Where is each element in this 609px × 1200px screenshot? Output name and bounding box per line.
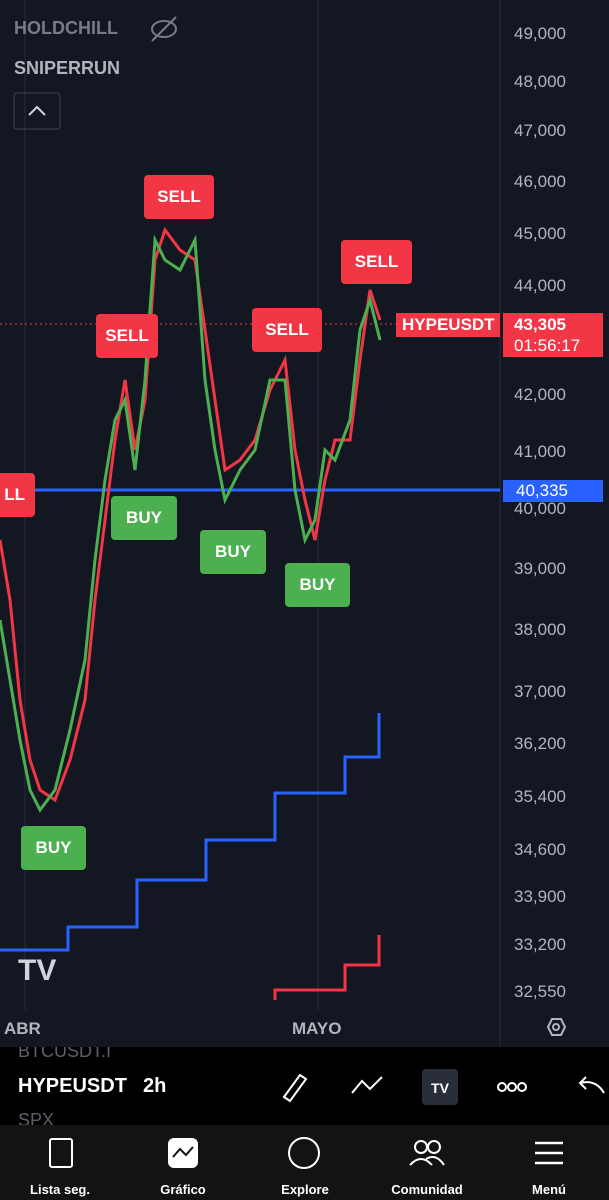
watchlist-icon[interactable] — [49, 1138, 73, 1168]
community-icon[interactable] — [409, 1140, 445, 1166]
signal-label: SELL — [341, 240, 412, 284]
line-tag-bg — [503, 480, 603, 502]
symbol-button[interactable]: HYPEUSDT — [18, 1075, 127, 1097]
indicator-line — [0, 234, 382, 813]
indicators-icon[interactable] — [351, 1076, 383, 1094]
price-label: 46,000 — [514, 172, 566, 191]
bottom-nav — [0, 1125, 609, 1200]
price-label: 34,600 — [514, 840, 566, 859]
logo: TV — [18, 954, 56, 987]
signal-label: SELL — [96, 314, 158, 358]
nav-label[interactable]: Comunidad — [391, 1182, 463, 1197]
indicator-name: SNIPERRUN — [14, 58, 121, 78]
price-label: 47,000 — [514, 121, 566, 140]
nav-icons — [49, 1137, 563, 1169]
step-line — [273, 935, 381, 1000]
eye-off-icon[interactable] — [151, 16, 177, 42]
explore-icon[interactable] — [288, 1137, 320, 1169]
signal-label: BUY — [285, 563, 350, 607]
nav-label[interactable]: Menú — [532, 1182, 566, 1197]
chart-canvas: TV — [0, 0, 603, 1047]
chevron-icon — [28, 105, 46, 116]
price-label: 39,000 — [514, 559, 566, 578]
interval-button[interactable]: 2h — [143, 1075, 167, 1097]
signal-label: SELL — [252, 308, 322, 352]
price-label: 44,000 — [514, 276, 566, 295]
price-label: 48,000 — [514, 72, 566, 91]
menu-icon[interactable] — [535, 1141, 563, 1165]
symbol-tag-bg — [396, 313, 500, 337]
toolbar-icons: TV — [282, 1069, 605, 1105]
signal-label: BUY — [21, 826, 86, 870]
step-line — [0, 713, 381, 952]
price-label: 35,400 — [514, 787, 566, 806]
price-label: 45,000 — [514, 224, 566, 243]
price-label: 37,000 — [514, 682, 566, 701]
symbol-tag: HYPEUSDT — [402, 315, 495, 334]
signal-label: BUY — [111, 496, 177, 540]
price-label: 49,000 — [514, 24, 566, 43]
signal-label: BUY — [200, 530, 266, 574]
tv-button[interactable] — [422, 1069, 458, 1105]
time-label: ABR — [4, 1019, 41, 1038]
draw-icon[interactable] — [282, 1073, 308, 1103]
price-tag-bg — [503, 313, 603, 357]
settings-icon[interactable] — [546, 1018, 567, 1036]
price-label: 41,000 — [514, 442, 566, 461]
price-label: 40,000 — [514, 499, 566, 518]
nav-label[interactable]: Lista seg. — [30, 1182, 90, 1197]
countdown: 01:56:17 — [514, 336, 581, 355]
more-icon[interactable] — [497, 1082, 527, 1092]
price-tag: 43,305 — [514, 315, 566, 334]
signal-label: SELL — [144, 175, 214, 219]
price-label: 42,000 — [514, 385, 566, 404]
nav-label[interactable]: Gráfico — [160, 1182, 206, 1197]
svg-text:TV: TV — [431, 1080, 450, 1096]
time-label: MAYO — [292, 1019, 342, 1038]
watchlist-item[interactable]: BTCUSDT.I — [18, 1047, 112, 1061]
price-label: 32,550 — [514, 982, 566, 1001]
indicator-line — [0, 226, 382, 803]
toolbar: BTCUSDT.I HYPEUSDT 2h SPX TV — [0, 1047, 609, 1125]
line-tag: 40,335 — [516, 481, 568, 500]
price-label: 33,200 — [514, 935, 566, 954]
watchlist-item[interactable]: SPX — [18, 1110, 55, 1125]
collapse-button[interactable] — [13, 92, 61, 130]
price-label: 33,900 — [514, 887, 566, 906]
indicator-name: HOLDCHILL — [14, 18, 118, 38]
undo-icon[interactable] — [578, 1076, 605, 1094]
signal-label: LL — [0, 473, 35, 517]
nav-label[interactable]: Explore — [281, 1182, 329, 1197]
price-label: 38,000 — [514, 620, 566, 639]
price-label: 36,200 — [514, 734, 566, 753]
